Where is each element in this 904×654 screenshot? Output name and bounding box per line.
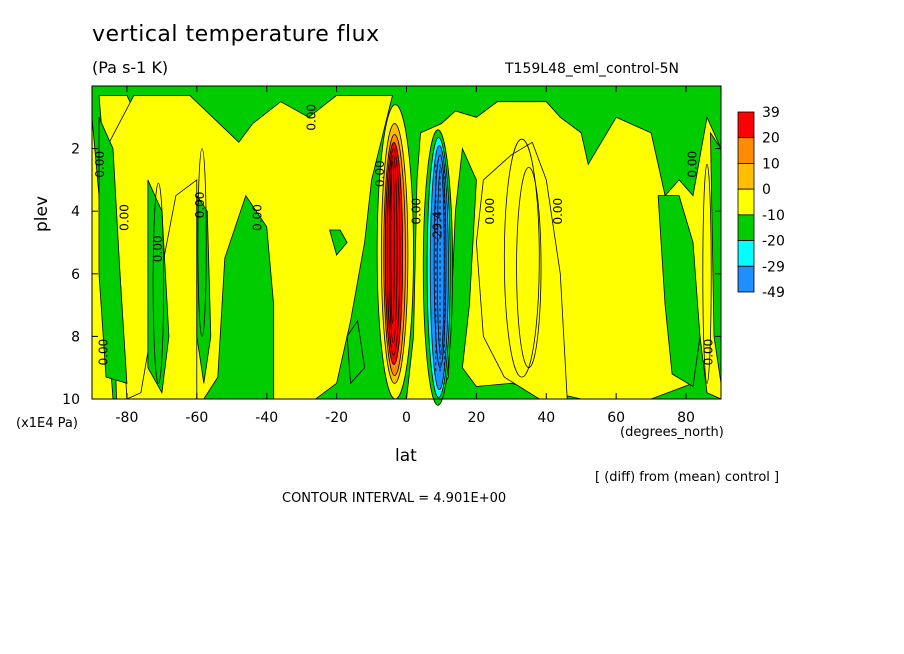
x-axis-title: lat xyxy=(395,446,417,466)
contour-lines xyxy=(152,138,712,384)
colorbar-label: -10 xyxy=(762,208,785,224)
diff-note: [ (diff) from (mean) control ] xyxy=(595,470,780,485)
x-tick-label: 20 xyxy=(467,410,485,426)
negative-region xyxy=(147,179,170,394)
x-tick-label: -40 xyxy=(255,410,278,426)
contour-label: 0.00 xyxy=(97,339,111,366)
negative-region xyxy=(329,229,348,256)
colorbar-swatch xyxy=(737,265,755,293)
x-tick-label: 40 xyxy=(537,410,555,426)
contour-label: 0.00 xyxy=(93,151,107,178)
x-tick-label: -20 xyxy=(325,410,348,426)
contour-label: 0.00 xyxy=(483,198,497,225)
negative-region xyxy=(196,194,212,384)
y-tick-label: 8 xyxy=(71,329,80,345)
contour-label: 0.00 xyxy=(151,235,165,262)
y-axis-units: (x1E4 Pa) xyxy=(16,416,78,431)
y-tick-label: 2 xyxy=(71,142,80,158)
contour-line xyxy=(197,148,207,337)
colorbar: 39 20 10 0 -10 -20 -29 -49 xyxy=(737,105,785,301)
negative-core xyxy=(436,166,445,356)
contour-label: 0.00 xyxy=(409,198,423,225)
y-tick-label: 6 xyxy=(71,267,80,283)
units-label: (Pa s-1 K) xyxy=(92,58,169,77)
contour-line xyxy=(702,163,712,384)
y-tick-label: 10 xyxy=(62,392,80,408)
y-tick-label: 4 xyxy=(71,204,80,220)
contour-label: 0.00 xyxy=(686,151,700,178)
colorbar-swatch xyxy=(737,240,755,267)
contour-label: 0.00 xyxy=(373,160,387,187)
colorbar-swatch xyxy=(737,214,755,241)
x-tick-label: -60 xyxy=(185,410,208,426)
contour-label: 0.00 xyxy=(701,339,715,366)
negative-region xyxy=(346,319,366,385)
contour-field xyxy=(91,86,722,406)
colorbar-swatch xyxy=(737,163,755,190)
negative-region xyxy=(98,117,128,384)
colorbar-label: 0 xyxy=(762,182,771,198)
x-tick-label: -80 xyxy=(116,410,139,426)
colorbar-label: -29 xyxy=(762,259,785,275)
contour-label: 0.00 xyxy=(551,198,565,225)
contour-label: 0.00 xyxy=(118,204,132,231)
y-axis-title: plev xyxy=(32,195,52,232)
contour-line xyxy=(152,182,165,384)
contour-label: -29.4 xyxy=(430,211,444,242)
colorbar-label: 20 xyxy=(762,131,780,147)
contour-interval: CONTOUR INTERVAL = 4.901E+00 xyxy=(282,491,507,506)
contour-line xyxy=(516,166,542,369)
x-axis-ticks: -80 -60 -40 -20 0 20 40 60 80 xyxy=(116,86,695,426)
colorbar-swatch xyxy=(737,111,755,139)
colorbar-swatch xyxy=(737,137,755,164)
contour-line xyxy=(503,138,540,378)
positive-region xyxy=(105,95,394,400)
y-axis-ticks: 2 4 6 8 10 xyxy=(62,142,721,408)
positive-core xyxy=(390,160,395,325)
x-tick-label: 60 xyxy=(607,410,625,426)
colorbar-label: -49 xyxy=(762,285,785,301)
colorbar-label: 10 xyxy=(762,156,780,172)
x-tick-label: 80 xyxy=(677,410,695,426)
contour-labels: 0.00 0.00 0.00 0.00 0.00 0.00 0.00 0.00 0.00 -29.… xyxy=(93,104,715,365)
experiment-label: T159L48_eml_control-5N xyxy=(505,61,679,77)
x-tick-label: 0 xyxy=(402,410,411,426)
chart-title: vertical temperature flux xyxy=(92,22,380,47)
colorbar-label: 39 xyxy=(762,105,780,121)
colorbar-label: -20 xyxy=(762,234,785,250)
contour-label: 0.00 xyxy=(250,204,264,231)
contour-label: 0.00 xyxy=(305,104,319,131)
colorbar-swatch xyxy=(737,188,755,216)
negative-region xyxy=(657,195,701,388)
contour-label: 0.00 xyxy=(193,192,207,219)
x-axis-units: (degrees_north) xyxy=(620,425,724,440)
